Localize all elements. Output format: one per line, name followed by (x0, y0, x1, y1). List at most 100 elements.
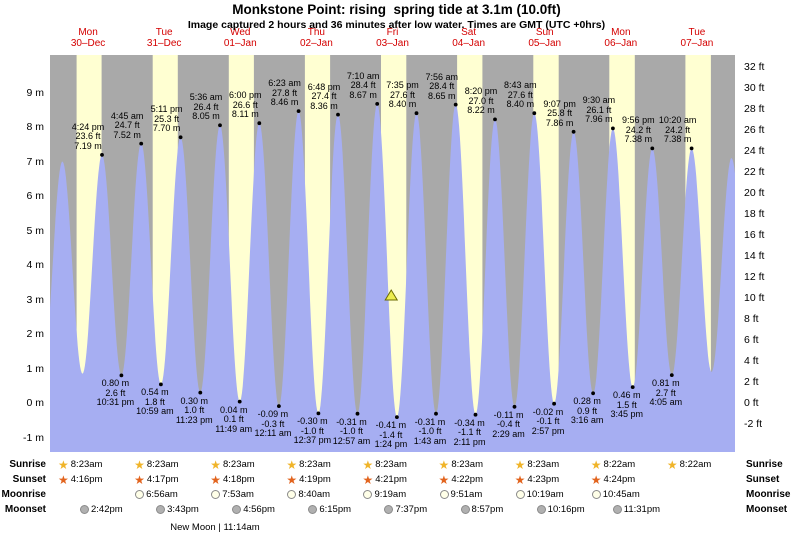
sunrise-time: 8:23am (375, 459, 407, 470)
day-of-week: Tue (688, 27, 706, 38)
moonrise-time: 6:56am (146, 489, 178, 500)
page-title: Monkstone Point: rising spring tide at 3… (232, 2, 561, 17)
tide-label-line: 0.46 m (612, 390, 641, 401)
tide-label-line: -1.0 ft (418, 426, 442, 437)
low-tide-point (552, 401, 556, 406)
tide-label-line: 4:24 pm (71, 121, 105, 132)
tide-label-line: -0.31 m (336, 416, 367, 427)
tide-label-line: 0.81 m (652, 378, 680, 389)
sunrise-time: 8:23am (146, 459, 179, 470)
high-tide-label: 9:56 pm 24.2 ft 7.38 m (622, 116, 655, 145)
tide-label-line: 8.40 m (506, 99, 535, 110)
moonset-entry: 8:57pm (460, 504, 504, 515)
high-tide-point (532, 111, 537, 116)
moonrise-time: 10:19am (526, 489, 564, 500)
tide-label-line: 7.19 m (74, 140, 102, 151)
moonset-entry: 2:42pm (80, 504, 123, 515)
page-subtitle: Image captured 2 hours and 36 minutes af… (187, 19, 606, 31)
left-axis-tick: 7 m (26, 155, 44, 168)
tide-label-line: 28.4 ft (350, 80, 376, 91)
low-tide-label: -0.34 m -1.1 ft 2:11 pm (454, 418, 486, 448)
day-header: Mon 30–Dec (71, 27, 105, 49)
tide-label-line: -0.3 ft (261, 418, 285, 429)
high-tide-label: 6:23 am 27.8 ft 8.46 m (268, 79, 301, 108)
current-tide-level-marker (384, 289, 399, 301)
moonset-row-label-left: Moonset (4, 504, 46, 515)
right-axis-tick: 22 ft (744, 165, 765, 178)
tide-label-line: 4:05 am (649, 397, 683, 408)
high-tide-point (139, 141, 144, 146)
tide-label-line: 0.1 ft (223, 414, 244, 425)
tide-label-line: -0.11 m (493, 409, 524, 420)
tide-label-line: -0.30 m (297, 416, 328, 427)
moonset-circle-icon (460, 505, 470, 514)
low-tide-point (159, 382, 163, 387)
low-tide-label: -0.41 m -1.4 ft 1:24 pm (375, 421, 408, 450)
sunrise-entry: ★ 8:23am (439, 459, 483, 471)
day-header: Mon 06–Jan (604, 27, 637, 49)
day-header: Tue 07–Jan (681, 27, 714, 49)
moonrise-time: 8:40am (298, 489, 331, 500)
moonset-entry: 10:16pm (536, 504, 585, 515)
sunrise-time: 8:23am (299, 459, 331, 470)
tide-label-line: 8.46 m (270, 97, 299, 108)
tide-label-line: 24.2 ft (625, 124, 651, 135)
tide-label-line: 24.7 ft (114, 120, 140, 131)
moonrise-entry: 8:40am (287, 489, 330, 500)
tide-label-line: 27.8 ft (272, 87, 298, 98)
sunrise-entry: ★ 8:23am (210, 457, 254, 472)
tide-label-line: 6:48 pm (307, 81, 341, 92)
tide-label-line: 8:43 am (504, 80, 537, 91)
sunset-star-icon: ★ (210, 472, 221, 487)
sunrise-star-icon: ★ (286, 457, 298, 472)
low-tide-label: -0.31 m -1.0 ft 1:43 am (414, 417, 447, 447)
sunrise-entry: ★ 8:23am (362, 459, 407, 471)
day-of-week: Wed (230, 27, 251, 38)
high-tide-label: 9:30 am 26.1 ft 7.96 m (583, 96, 616, 125)
high-tide-point (453, 102, 458, 107)
low-tide-point (434, 411, 438, 416)
moonset-entry: 3:43pm (156, 504, 199, 515)
high-tide-point (650, 146, 655, 151)
high-tide-point (100, 153, 104, 157)
high-tide-label: 4:45 am 24.7 ft 7.52 m (111, 111, 144, 141)
tide-label-line: 5:36 am (189, 92, 223, 103)
low-tide-point (512, 404, 517, 409)
sunset-entry: ★ 4:19pm (286, 474, 330, 486)
sunset-entry: ★ 4:21pm (362, 474, 406, 486)
sunset-time: 4:18pm (222, 474, 255, 485)
high-tide-label: 7:56 am 28.4 ft 8.65 m (425, 72, 458, 102)
tide-label-line: 27.6 ft (390, 89, 416, 100)
moonset-time: 8:57pm (471, 504, 504, 515)
day-header: Thu 02–Jan (300, 27, 333, 49)
sunrise-star-icon: ★ (666, 457, 678, 472)
day-header: Wed 01–Jan (224, 27, 257, 49)
low-tide-point (277, 404, 281, 408)
tide-label-line: 7.38 m (624, 134, 653, 145)
right-axis-tick: 24 ft (744, 144, 765, 157)
low-tide-point (591, 391, 595, 396)
moonrise-circle-icon (287, 490, 297, 499)
low-tide-label: 0.28 m 0.9 ft 3:16 am (571, 397, 604, 426)
tide-label-line: 25.3 ft (154, 113, 180, 124)
sunset-time: 4:23pm (527, 474, 560, 485)
tide-label-line: -0.1 ft (536, 416, 560, 427)
tide-label-line: 0.80 m (101, 378, 130, 389)
moonrise-entry: 10:19am (515, 489, 564, 500)
right-axis-tick: 30 ft (744, 81, 765, 94)
low-tide-label: 0.30 m 1.0 ft 11:23 pm (175, 396, 213, 426)
low-tide-label: 0.54 m 1.8 ft 10:59 am (136, 388, 174, 417)
right-axis-tick: 2 ft (744, 375, 759, 388)
moonrise-entry: 9:51am (439, 489, 482, 500)
left-axis-tick: 3 m (26, 293, 44, 306)
sunset-row-label-left: Sunset (12, 474, 46, 485)
high-tide-point (493, 117, 497, 122)
sunrise-star-icon: ★ (210, 457, 221, 472)
sunrise-star-icon: ★ (514, 457, 526, 472)
moonset-circle-icon (536, 505, 546, 514)
right-axis-tick: 10 ft (744, 291, 765, 304)
high-tide-label: 7:10 am 28.4 ft 8.67 m (347, 71, 380, 101)
tide-label-line: 12:37 pm (293, 435, 332, 446)
tide-label-line: 11:23 pm (175, 414, 213, 425)
